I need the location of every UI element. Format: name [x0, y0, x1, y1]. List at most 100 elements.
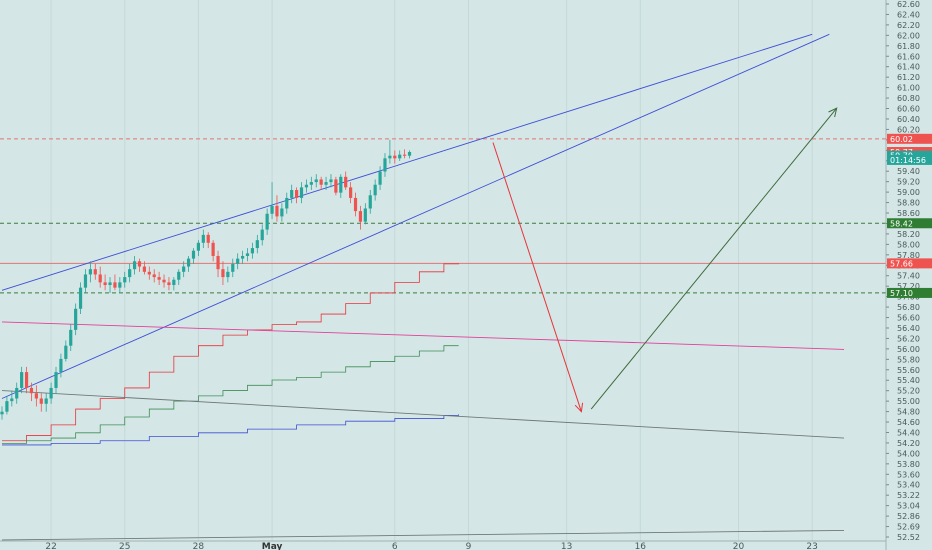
- price-badge: [887, 133, 932, 144]
- y-tick-label: 56.60: [897, 314, 920, 323]
- y-tick-label: 54.40: [897, 428, 920, 437]
- gray-line: [1, 390, 845, 439]
- bottom-line: [1, 529, 845, 541]
- candle-up: [250, 248, 255, 254]
- y-tick-label: 54.80: [897, 408, 920, 417]
- candle-up: [398, 154, 402, 159]
- x-axis: 22 25 28 May 6 9 13 16 20 23: [0, 540, 886, 550]
- candle-up: [132, 261, 137, 270]
- candle-down: [393, 155, 397, 159]
- y-tick-label: 54.00: [897, 449, 920, 458]
- y-tick-label: 58.20: [897, 230, 920, 239]
- y-tick-label: 53.80: [897, 460, 920, 469]
- candle-down: [295, 190, 299, 198]
- step-lines: [2, 263, 460, 446]
- candle-up: [5, 401, 9, 412]
- candle-up: [236, 258, 240, 264]
- candle-up: [363, 208, 367, 222]
- candle-down: [93, 269, 97, 275]
- y-tick-label: 59.00: [897, 188, 920, 197]
- candle-down: [147, 271, 151, 275]
- candle-up: [196, 242, 200, 251]
- x-tick-label: 28: [193, 542, 205, 550]
- y-tick-label: 54.60: [897, 418, 920, 427]
- candle-down: [142, 266, 146, 272]
- y-tick-label: 61.80: [897, 42, 920, 51]
- candle-down: [334, 179, 338, 193]
- y-tick-label: 57.20: [897, 282, 920, 291]
- candle-up: [407, 152, 412, 156]
- candle-down: [98, 274, 102, 283]
- candle-up: [368, 195, 372, 209]
- candles: [0, 139, 412, 420]
- green-up-arrow-head: [828, 107, 838, 118]
- candle-up: [314, 179, 318, 183]
- price-badge-label: 57.10: [890, 289, 913, 298]
- x-tick-label: 20: [733, 542, 745, 550]
- candle-down: [113, 282, 117, 288]
- y-tick-label: 53.04: [897, 502, 920, 511]
- y-tick-label: 53.60: [897, 470, 920, 479]
- candle-up: [231, 263, 235, 272]
- candle-up: [172, 279, 176, 286]
- price-badge-label: 60.02: [890, 135, 913, 144]
- x-tick-label: 23: [806, 542, 817, 550]
- candle-up: [240, 255, 245, 259]
- y-tick-label: 60.40: [897, 115, 920, 124]
- price-badge: [887, 258, 932, 269]
- candle-up: [15, 387, 19, 399]
- y-tick-label: 53.22: [897, 491, 920, 500]
- y-tick-label: 56.20: [897, 334, 920, 343]
- candle-down: [403, 154, 407, 156]
- channel-upper: [1, 33, 813, 291]
- candle-up: [280, 208, 284, 217]
- y-tick-label: 60.20: [897, 125, 920, 134]
- candle-up: [182, 266, 186, 272]
- y-tick-label: 57.40: [897, 272, 920, 281]
- candle-down: [275, 205, 279, 217]
- y-tick-label: 55.80: [897, 355, 920, 364]
- x-tick-label: 13: [561, 542, 572, 550]
- candle-up: [59, 358, 63, 373]
- candle-down: [206, 234, 210, 243]
- candle-up: [260, 229, 264, 241]
- x-tick-label: 25: [119, 542, 130, 550]
- candle-up: [304, 184, 309, 188]
- price-badge-label: 01:14:56: [890, 156, 926, 165]
- y-tick-label: 57.80: [897, 251, 920, 260]
- candle-down: [39, 398, 43, 404]
- candle-up: [54, 372, 58, 388]
- candle-up: [270, 205, 274, 214]
- y-tick-label: 60.60: [897, 105, 920, 114]
- candle-down: [157, 277, 161, 280]
- y-tick-label: 60.80: [897, 94, 920, 103]
- y-tick-label: 61.00: [897, 84, 920, 93]
- candle-up: [383, 158, 387, 172]
- x-tick-label: 6: [392, 542, 398, 550]
- candle-up: [64, 345, 68, 359]
- candle-up: [128, 269, 132, 278]
- candle-down: [167, 282, 171, 286]
- candle-down: [349, 187, 353, 198]
- x-tick-label: 22: [45, 542, 56, 550]
- candle-up: [88, 269, 92, 275]
- y-tick-label: 55.40: [897, 376, 920, 385]
- candle-up: [309, 182, 313, 185]
- projection-arrows: [492, 107, 838, 413]
- candle-up: [49, 387, 53, 399]
- horizontal-levels: [0, 138, 886, 294]
- y-tick-label: 54.20: [897, 439, 920, 448]
- candle-up: [78, 287, 83, 309]
- candle-down: [137, 261, 142, 267]
- red-steps: [2, 263, 460, 442]
- pink-line: [1, 321, 845, 350]
- candle-up: [299, 187, 304, 198]
- candle-up: [177, 271, 181, 280]
- candle-down: [152, 274, 156, 278]
- candle-down: [103, 282, 107, 286]
- y-tick-label: 62.60: [897, 0, 920, 9]
- y-tick-label: 53.40: [897, 481, 920, 490]
- y-tick-label: 56.80: [897, 303, 920, 312]
- candle-up: [83, 274, 88, 288]
- red-down-arrow-head: [574, 402, 584, 413]
